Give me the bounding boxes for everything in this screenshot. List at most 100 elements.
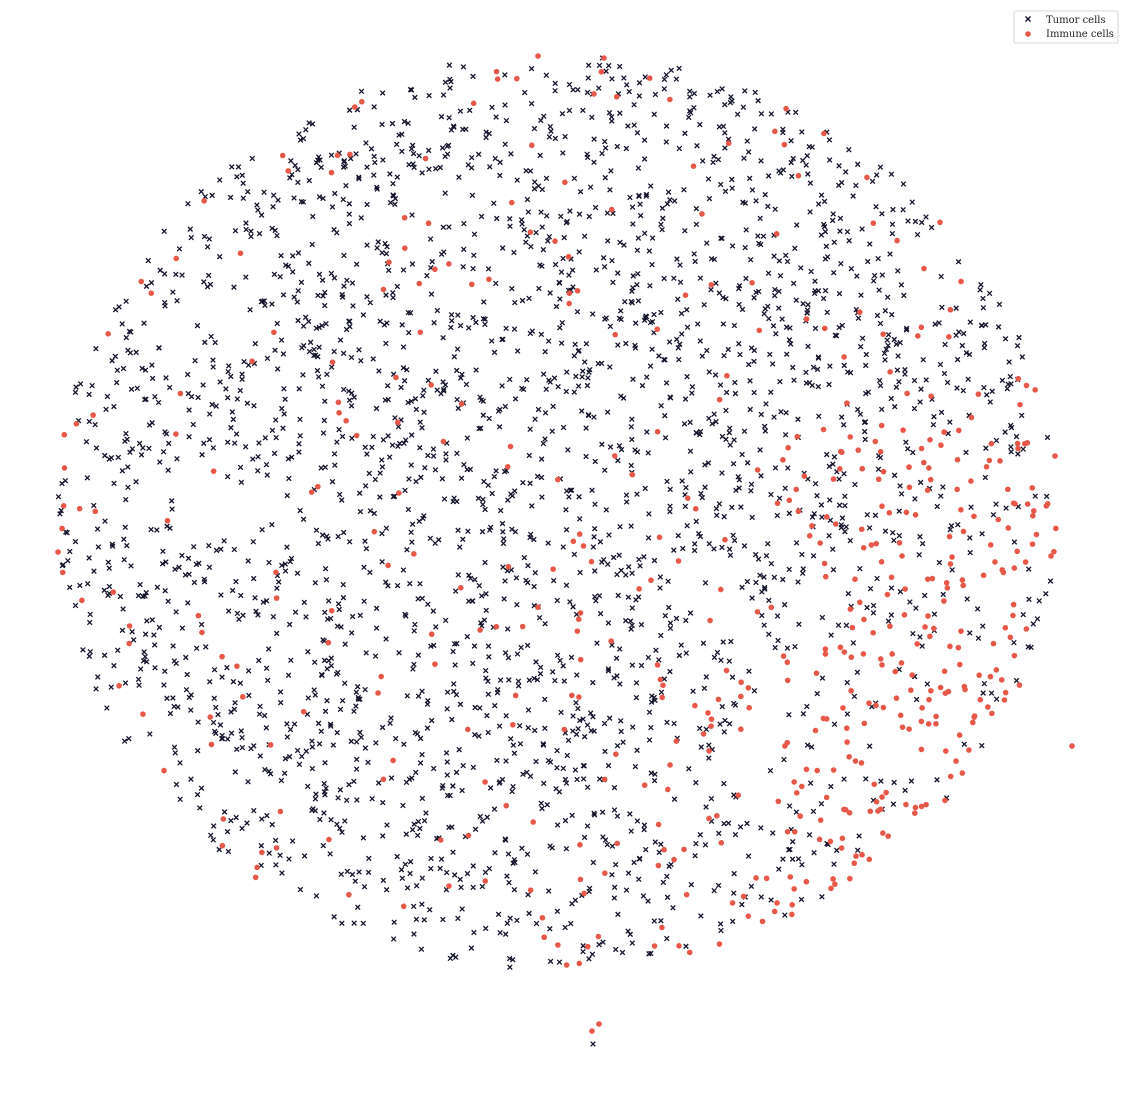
immune-cell-point: [126, 640, 132, 647]
tumor-cell-point: [653, 647, 659, 653]
tumor-cell-point: [450, 648, 456, 655]
tumor-cell-point: [562, 817, 569, 824]
tumor-cell-point: [558, 269, 565, 275]
immune-cell-point: [926, 465, 932, 471]
tumor-cell-point: [808, 268, 814, 275]
immune-cell-point: [870, 220, 877, 226]
tumor-cell-point: [838, 260, 844, 267]
tumor-cell-point: [470, 884, 476, 891]
immune-cell-point: [457, 584, 464, 591]
immune-cell-point: [870, 629, 876, 636]
tumor-cell-point: [731, 870, 737, 877]
tumor-cell-point: [509, 285, 515, 292]
tumor-cell-point: [828, 783, 834, 790]
immune-cell-point: [840, 705, 846, 711]
tumor-cell-point: [269, 301, 275, 307]
tumor-cell-point: [738, 504, 744, 510]
immune-cell-point: [749, 279, 755, 286]
tumor-cell-point: [572, 767, 579, 773]
tumor-cell-point: [649, 261, 655, 268]
tumor-cell-point: [699, 494, 706, 501]
tumor-cell-point: [443, 869, 450, 876]
tumor-cell-point: [584, 722, 591, 728]
tumor-cell-point: [263, 461, 270, 468]
tumor-cell-point: [608, 118, 615, 124]
tumor-cell-point: [319, 383, 326, 390]
tumor-cell-point: [233, 578, 239, 585]
tumor-cell-point: [634, 747, 640, 754]
tumor-cell-point: [73, 384, 79, 390]
tumor-cell-point: [742, 200, 749, 206]
tumor-cell-point: [373, 625, 380, 631]
tumor-cell-point: [651, 111, 658, 118]
tumor-cell-point: [614, 743, 621, 749]
tumor-cell-point: [587, 184, 594, 190]
tumor-cell-point: [771, 574, 778, 581]
tumor-cell-point: [766, 631, 772, 637]
immune-cell-point: [724, 372, 730, 379]
tumor-cell-point: [478, 593, 485, 599]
tumor-cell-point: [741, 543, 748, 549]
tumor-cell-point: [536, 614, 543, 621]
tumor-cell-point: [891, 472, 898, 479]
immune-cell-point: [482, 878, 489, 884]
tumor-cell-point: [533, 758, 539, 765]
tumor-cell-point: [491, 806, 498, 812]
tumor-cell-point: [910, 630, 916, 637]
tumor-cell-point: [637, 201, 643, 208]
tumor-cell-point: [472, 704, 478, 711]
tumor-cell-point: [709, 420, 715, 427]
immune-cell-point: [801, 473, 808, 479]
tumor-cell-point: [86, 619, 93, 626]
tumor-cell-point: [823, 451, 830, 458]
immune-cell-point: [933, 713, 939, 720]
tumor-cell-point: [569, 812, 575, 819]
tumor-cell-point: [589, 487, 595, 493]
immune-cell-point: [707, 617, 713, 624]
immune-cell-point: [700, 731, 707, 737]
tumor-cell-point: [636, 876, 642, 883]
immune-cell-point: [446, 883, 452, 889]
tumor-cell-point: [448, 78, 454, 85]
tumor-cell-point: [444, 706, 450, 712]
immune-cell-point: [581, 890, 587, 897]
immune-cell-point: [277, 808, 284, 815]
tumor-cell-point: [506, 955, 513, 962]
tumor-cell-point: [592, 458, 598, 465]
tumor-cell-point: [1004, 385, 1011, 392]
immune-cell-point: [921, 459, 927, 466]
tumor-cell-point: [309, 765, 316, 772]
immune-cell-point: [611, 453, 618, 459]
tumor-cell-point: [419, 595, 426, 602]
immune-cell-point: [1012, 501, 1018, 507]
tumor-cell-point: [509, 788, 515, 795]
immune-cell-point: [968, 414, 975, 421]
tumor-cell-point: [372, 476, 379, 483]
tumor-cell-point: [563, 507, 569, 513]
tumor-cell-point: [438, 113, 445, 120]
tumor-cell-point: [255, 612, 261, 618]
tumor-cell-point: [84, 475, 91, 481]
tumor-cell-point: [706, 369, 713, 375]
tumor-cell-point: [746, 175, 753, 182]
tumor-cell-point: [357, 612, 364, 619]
tumor-cell-point: [318, 164, 324, 171]
tumor-cell-point: [629, 940, 636, 946]
immune-cell-point: [563, 962, 570, 968]
tumor-cell-point: [510, 742, 517, 748]
immune-cell-point: [791, 886, 797, 892]
tumor-cell-point: [193, 645, 200, 651]
tumor-cell-point: [726, 658, 733, 664]
tumor-cell-point: [179, 625, 186, 631]
immune-cell-point: [676, 943, 682, 949]
immune-cell-point: [903, 801, 909, 808]
tumor-cell-point: [57, 511, 63, 517]
tumor-cell-point: [77, 381, 84, 387]
tumor-cell-point: [632, 763, 639, 770]
tumor-cell-point: [520, 386, 527, 393]
tumor-cell-point: [799, 570, 806, 577]
tumor-cell-point: [718, 657, 724, 664]
tumor-cell-point: [1043, 493, 1050, 500]
immune-cell-point: [692, 702, 698, 709]
tumor-cell-point: [870, 278, 877, 284]
